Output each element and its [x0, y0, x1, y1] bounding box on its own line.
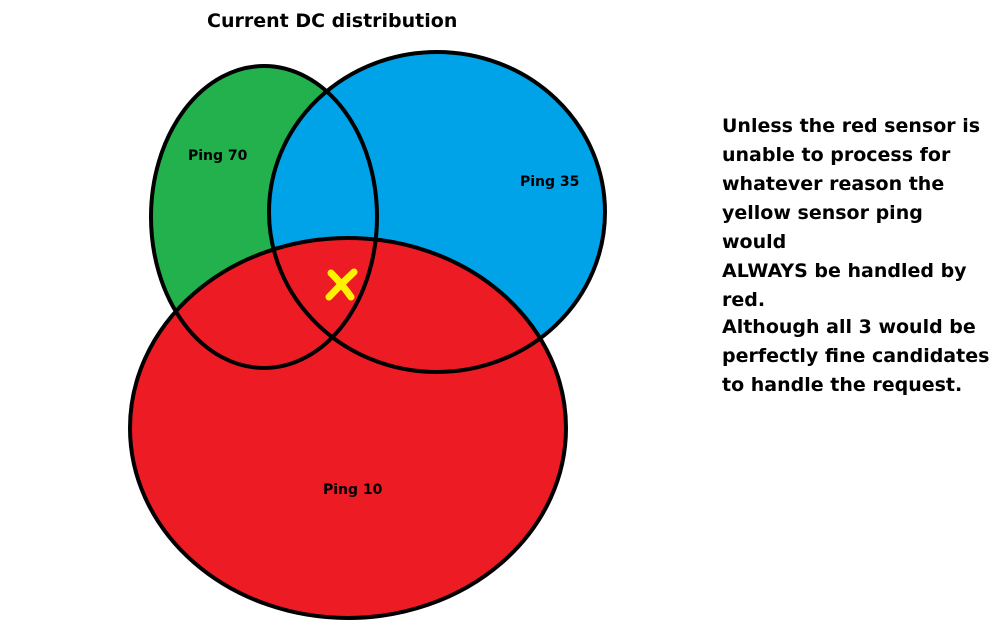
- blue-circle-label: Ping 35: [520, 174, 579, 190]
- explanation-paragraph-1: Unless the red sensor is unable to proce…: [722, 115, 981, 311]
- diagram-title: Current DC distribution: [207, 10, 458, 32]
- explanation-paragraph-2: Although all 3 would be perfectly fine c…: [722, 316, 990, 396]
- red-circle-outline: [128, 236, 568, 620]
- green-circle-outline: [149, 64, 379, 370]
- blue-circle-outline: [267, 50, 607, 374]
- red-circle-label: Ping 10: [323, 482, 383, 498]
- green-circle-label: Ping 70: [188, 148, 248, 164]
- x-mark-icon: [325, 268, 358, 301]
- red-circle-fill: [130, 238, 566, 618]
